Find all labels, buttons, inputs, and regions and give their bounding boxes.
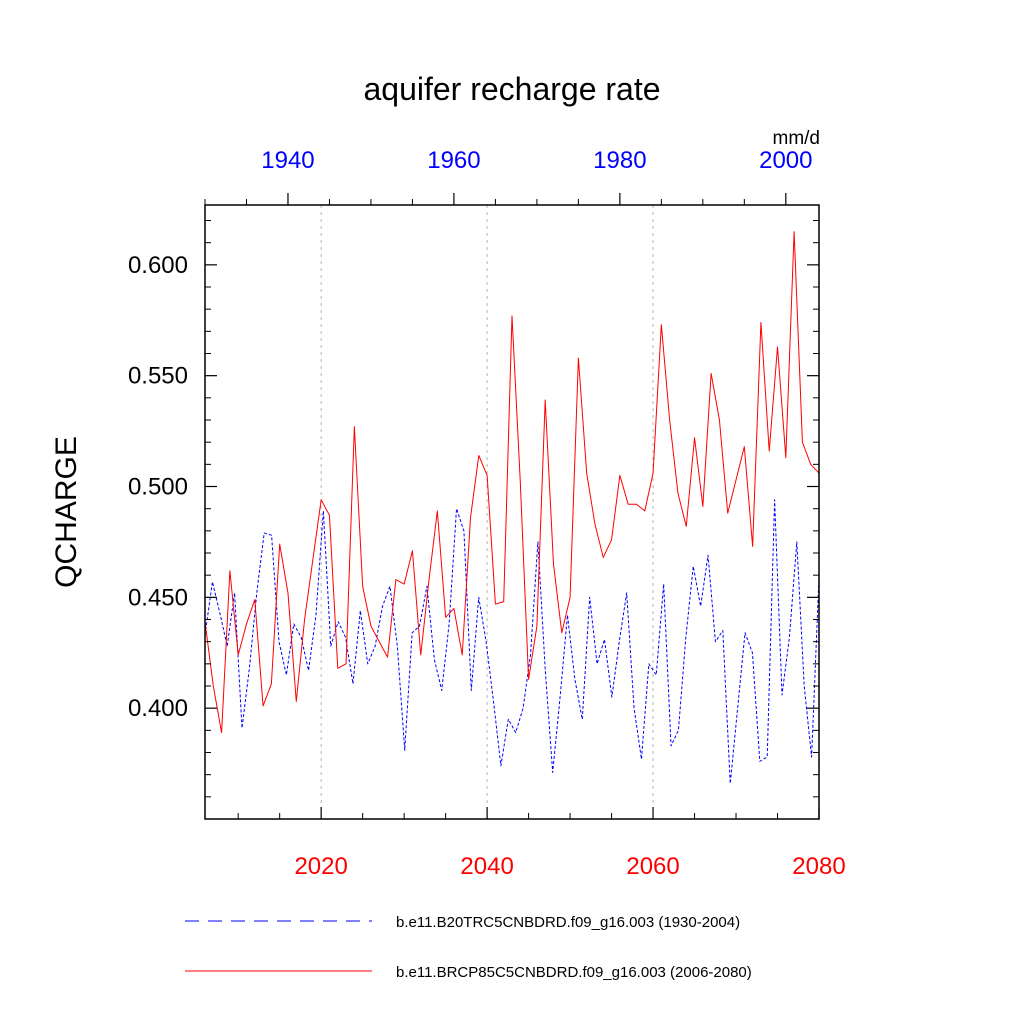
x-bottom-tick-label: 2060 xyxy=(626,853,679,880)
x-top-tick-label: 1960 xyxy=(427,147,480,174)
y-tick-label: 0.450 xyxy=(128,584,188,611)
x-top-tick-label: 1940 xyxy=(261,147,314,174)
legend: b.e11.B20TRC5CNBDRD.f09_g16.003 (1930-20… xyxy=(185,914,752,981)
y-tick-label: 0.600 xyxy=(128,252,188,279)
x-bottom-tick-label: 2080 xyxy=(792,853,845,880)
series-line-rcp85 xyxy=(204,231,820,734)
legend-label-historical: b.e11.B20TRC5CNBDRD.f09_g16.003 (1930-20… xyxy=(396,914,740,931)
plot-frame xyxy=(204,204,820,820)
x-bottom-tick-label: 2040 xyxy=(460,853,513,880)
y-tick-label: 0.500 xyxy=(128,474,188,501)
legend-label-rcp85: b.e11.BRCP85C5CNBDRD.f09_g16.003 (2006-2… xyxy=(396,964,752,981)
x-bottom-tick-label: 2020 xyxy=(294,853,347,880)
x-top-tick-label: 2000 xyxy=(759,147,812,174)
series-lines xyxy=(204,231,820,785)
y-tick-label: 0.400 xyxy=(128,695,188,722)
units-label: mm/d xyxy=(773,128,821,149)
x-top-tick-label: 1980 xyxy=(593,147,646,174)
axes: 0.400 0.450 0.500 0.550 0.600 2020 2040 2060 208… xyxy=(128,147,846,880)
grid-lines xyxy=(320,205,654,819)
y-axis-label: QCHARGE xyxy=(50,436,83,588)
chart-title: aquifer recharge rate xyxy=(363,71,660,107)
y-tick-label: 0.550 xyxy=(128,363,188,390)
series-line-historical xyxy=(204,499,820,785)
